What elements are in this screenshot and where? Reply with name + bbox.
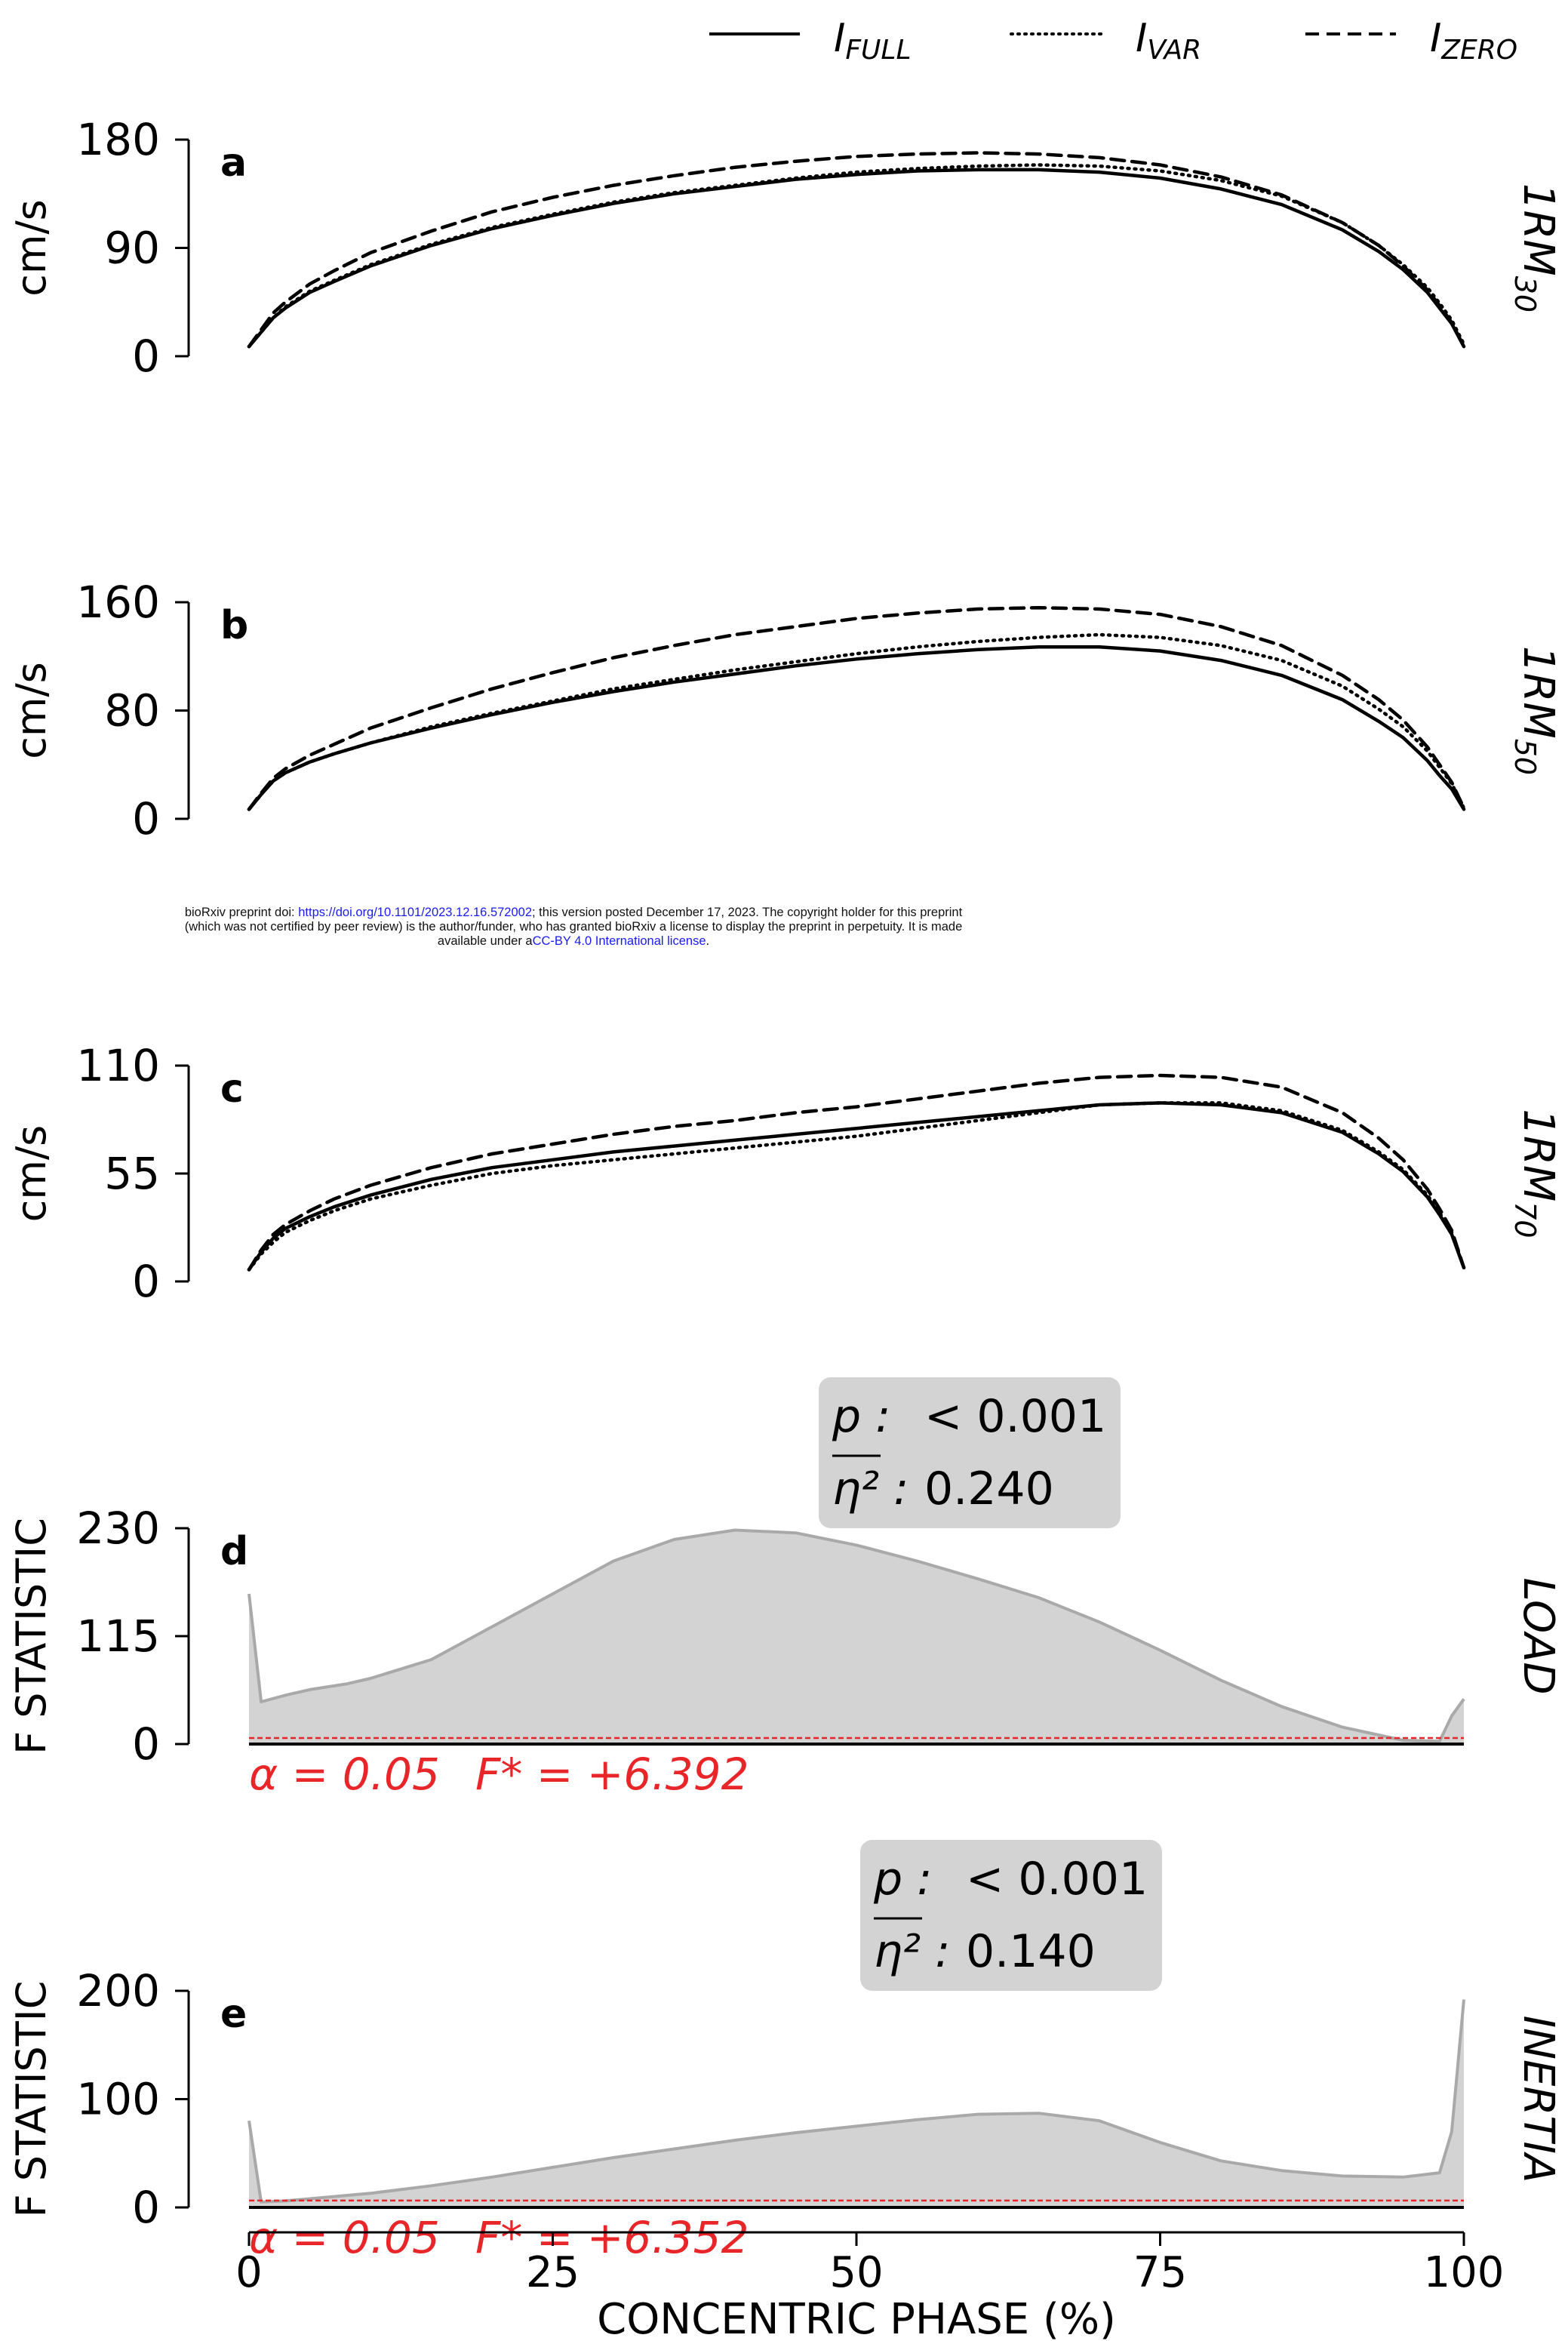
fstar-label-d: F* = +6.392 [475,1749,749,1800]
y-tick-label-d: 115 [76,1610,160,1662]
legend-label-var: IVAR [1136,16,1201,66]
x-axis-label: CONCENTRIC PHASE (%) [597,2295,1116,2341]
x-tick-label: 25 [526,2248,580,2297]
panel-letter-d: d [220,1529,248,1574]
eta-squared-e: η² :0.140 [874,1925,1096,1978]
notice-line1-post: ; this version posted December 17, 2023.… [532,906,963,919]
f-curve-d [247,1528,1465,1743]
stats-box-d [819,1377,1121,1528]
panel-a: 0 90 180 cm/s a 1RM30 [8,114,1563,382]
right-label-a: 1RM30 [1508,183,1563,312]
panel-letter-c: c [220,1066,244,1112]
y-tick-label-e: 200 [76,1965,160,2016]
panel-d: 0 115 230 F STATISTIC d LOAD α = 0.05 F* = +6.3… [8,1377,1563,1800]
legend-label-full: IFULL [834,16,912,66]
p-value-e: p : < 0.001 [873,1853,1148,1906]
x-tick-label: 75 [1133,2248,1187,2297]
y-tick-label-a: 0 [132,331,160,382]
y-axis-label-a: cm/s [8,199,55,297]
license-link[interactable]: CC-BY 4.0 International license [532,934,706,948]
y-tick-label-c: 55 [104,1148,160,1199]
y-tick-label-c: 0 [132,1256,160,1307]
y-axis-label-c: cm/s [8,1125,55,1223]
f-area-d [249,1530,1464,1744]
y-tick-label-d: 230 [76,1503,160,1554]
panel-letter-a: a [220,140,247,186]
panel-c: 0 55 110 cm/s c 1RM70 [8,1040,1563,1307]
alpha-label-d: α = 0.05 [249,1749,440,1800]
panel-e: 0 100 200 F STATISTIC e INERTIA α = 0.05 F* = +… [8,1840,1563,2263]
doi-link[interactable]: https://doi.org/10.1101/2023.12.16.57200… [298,906,533,919]
panel-letter-b: b [220,603,248,648]
panel-letter-e: e [220,1992,247,2037]
eta-squared-d: η² :0.240 [832,1463,1054,1515]
series-line-i-var-a [247,163,1466,349]
y-tick-label-c: 110 [76,1040,160,1091]
right-label-e: INERTIA [1514,2016,1563,2183]
legend: IFULL IVAR IZERO [709,16,1517,66]
stats-box-e [860,1840,1162,1991]
series-line-i-var-c [247,1101,1466,1272]
series-line-i-full-c [247,1101,1466,1272]
series-line-i-full-a [247,168,1466,349]
series-line-i-zero-c [247,1073,1466,1272]
p-value-d: p : < 0.001 [832,1390,1106,1443]
notice-line2: (which was not certified by peer review)… [184,920,963,934]
fstar-label-e: F* = +6.352 [475,2212,749,2263]
notice-line3-post: . [706,934,710,948]
x-tick-label: 0 [235,2248,263,2297]
f-curve-e [247,1999,1465,2204]
legend-label-zero: IZERO [1430,16,1517,66]
right-label-b: 1RM50 [1508,646,1563,775]
notice-line1-pre: bioRxiv preprint doi: [184,906,299,919]
y-axis-label-d: F STATISTIC [8,1518,55,1755]
x-tick-label: 100 [1424,2248,1505,2297]
series-line-i-zero-a [247,151,1466,349]
right-label-c: 1RM70 [1508,1109,1563,1238]
x-tick-label: 50 [829,2248,883,2297]
x-axis: 0 25 50 75 100 [235,2231,1505,2297]
y-tick-label-b: 80 [104,685,160,737]
series-line-i-var-b [247,632,1466,811]
y-tick-label-b: 160 [76,577,160,628]
preprint-notice: bioRxiv preprint doi: https://doi.org/10… [45,906,1102,949]
y-tick-label-a: 90 [104,223,160,274]
y-tick-label-d: 0 [132,1718,160,1770]
right-label-d: LOAD [1514,1578,1563,1695]
series-line-i-zero-b [247,605,1466,811]
y-tick-label-a: 180 [76,114,160,165]
notice-line3-pre: available under a [437,934,533,948]
y-tick-label-e: 100 [76,2074,160,2125]
y-axis-label-e: F STATISTIC [8,1981,55,2218]
y-tick-label-e: 0 [132,2182,160,2233]
panel-b: 0 80 160 cm/s b 1RM50 [8,577,1563,844]
f-area-e [249,1999,1464,2207]
y-tick-label-b: 0 [132,793,160,844]
y-axis-label-b: cm/s [8,662,55,759]
alpha-label-e: α = 0.05 [249,2212,440,2263]
